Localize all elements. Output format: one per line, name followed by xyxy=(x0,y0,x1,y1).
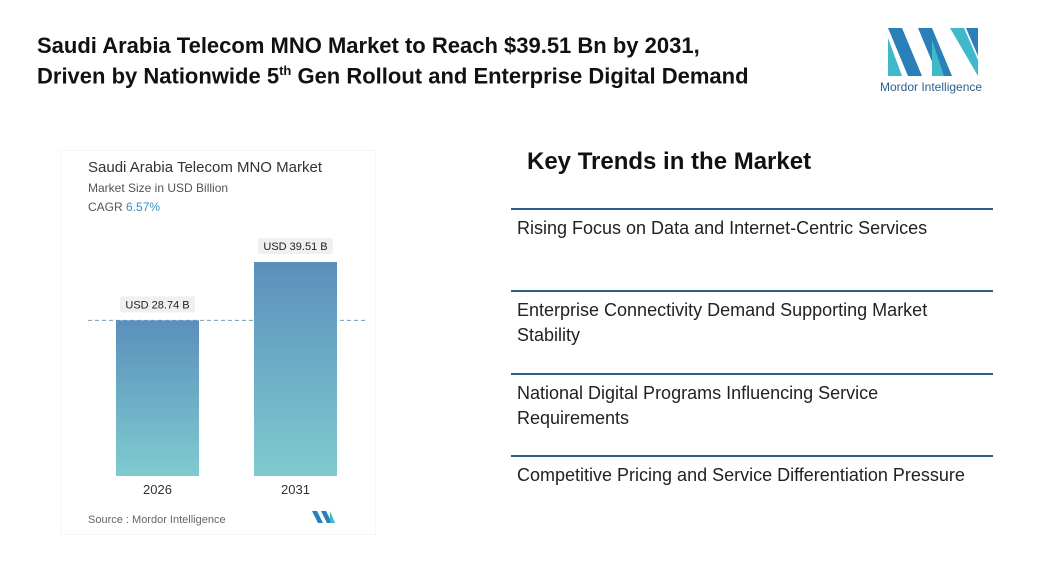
source: Source : Mordor Intelligence xyxy=(88,514,226,526)
cagr-value: 6.57% xyxy=(126,200,160,214)
x-tick-label: 2031 xyxy=(281,482,310,497)
logo-text: Mordor Intelligence xyxy=(880,80,983,94)
value-label-box xyxy=(258,238,333,254)
value-label: USD 39.51 B xyxy=(263,241,327,253)
trend-item: Rising Focus on Data and Internet-Centri… xyxy=(511,208,993,241)
mini-logo xyxy=(312,511,335,523)
source-label: Source : xyxy=(88,514,129,526)
title-part: Driven by Nationwide 5 xyxy=(37,63,280,89)
title-sup: th xyxy=(279,63,292,78)
cagr-label: CAGR xyxy=(88,200,123,214)
bar xyxy=(116,320,199,476)
title: Saudi Arabia Telecom MNO Market to Reach… xyxy=(37,33,700,58)
cagr: CAGR 6.57% xyxy=(88,200,160,214)
bar xyxy=(254,262,337,476)
source-name: Mordor Intelligence xyxy=(132,514,226,526)
logo xyxy=(888,28,978,76)
trends-heading: Key Trends in the Market xyxy=(527,148,812,175)
trend-item: Enterprise Connectivity Demand Supportin… xyxy=(511,290,993,348)
trend-item: National Digital Programs Influencing Se… xyxy=(511,373,993,431)
value-label-box xyxy=(120,296,195,313)
value-label: USD 28.74 B xyxy=(125,299,189,311)
title: Driven by Nationwide 5th Gen Rollout and… xyxy=(37,63,749,89)
chart: Saudi Arabia Telecom MNO Market Market S… xyxy=(60,150,376,535)
x-tick-label: 2026 xyxy=(143,482,172,497)
chart-subtitle: Market Size in USD Billion xyxy=(88,181,228,195)
title-part: Gen Rollout and Enterprise Digital Deman… xyxy=(291,63,749,89)
trend-item: Competitive Pricing and Service Differen… xyxy=(511,455,993,488)
chart-title: Saudi Arabia Telecom MNO Market xyxy=(88,159,323,176)
